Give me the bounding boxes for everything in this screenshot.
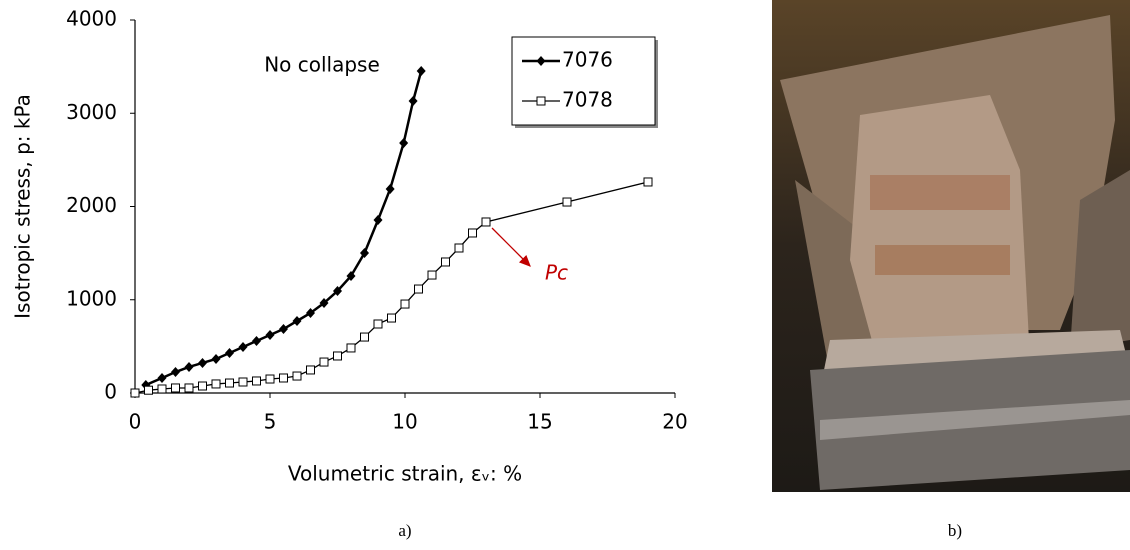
data-point xyxy=(280,374,288,382)
data-point xyxy=(131,389,139,397)
data-point xyxy=(225,348,234,358)
data-point xyxy=(482,218,490,226)
photo xyxy=(772,0,1130,492)
data-point xyxy=(293,372,301,380)
data-point xyxy=(293,316,302,326)
data-point xyxy=(279,324,288,334)
x-tick-label: 20 xyxy=(662,410,687,434)
data-point xyxy=(388,314,396,322)
data-point xyxy=(417,66,426,76)
data-point xyxy=(307,366,315,374)
data-point xyxy=(374,320,382,328)
data-point xyxy=(428,271,436,279)
data-point xyxy=(172,384,180,392)
x-tick-label: 15 xyxy=(527,410,552,434)
data-point xyxy=(171,367,180,377)
y-tick-label: 0 xyxy=(104,380,117,404)
page: a) b) 0 1000 2000 3000 4000 0 5 10 15 20 Volumetri… xyxy=(0,0,1130,550)
data-point xyxy=(252,336,261,346)
data-point xyxy=(185,384,193,392)
data-point xyxy=(253,377,261,385)
data-point xyxy=(401,300,409,308)
series-line xyxy=(146,71,421,385)
x-tick-label: 10 xyxy=(392,410,417,434)
data-point xyxy=(212,380,220,388)
legend-label: 7076 xyxy=(562,48,613,72)
data-point xyxy=(374,215,383,225)
data-point xyxy=(334,352,342,360)
data-point xyxy=(266,330,275,340)
x-tick-label: 0 xyxy=(129,410,142,434)
y-tick-label: 3000 xyxy=(66,100,117,124)
data-point xyxy=(239,378,247,386)
data-point xyxy=(409,96,418,106)
data-point xyxy=(386,184,395,194)
annotation: Pc xyxy=(545,261,568,285)
data-point xyxy=(226,379,234,387)
legend-label: 7078 xyxy=(562,88,613,112)
data-point xyxy=(455,244,463,252)
data-point xyxy=(198,358,207,368)
data-point xyxy=(239,342,248,352)
annotation: No collapse xyxy=(264,53,380,77)
y-tick-label: 4000 xyxy=(66,7,117,31)
data-point xyxy=(320,358,328,366)
x-axis-label: Volumetric strain, εᵥ: % xyxy=(288,462,522,486)
x-tick-label: 5 xyxy=(264,410,277,434)
legend-marker xyxy=(537,97,545,105)
annotation-arrow xyxy=(492,228,530,266)
figure: a) b) 0 1000 2000 3000 4000 0 5 10 15 20 Volumetri… xyxy=(0,0,1130,550)
data-point xyxy=(266,375,274,383)
data-point xyxy=(185,362,194,372)
data-point xyxy=(145,386,153,394)
y-tick-label: 1000 xyxy=(66,286,117,310)
data-point xyxy=(442,258,450,266)
data-point xyxy=(399,138,408,148)
data-point xyxy=(644,178,652,186)
data-point xyxy=(469,229,477,237)
data-point xyxy=(361,333,369,341)
data-point xyxy=(212,354,221,364)
caption: b) xyxy=(948,521,962,540)
data-point xyxy=(563,198,571,206)
y-axis-label: Isotropic stress, p: kPa xyxy=(11,94,35,319)
data-point xyxy=(158,373,167,383)
y-tick-label: 2000 xyxy=(66,193,117,217)
data-point xyxy=(199,382,207,390)
caption: a) xyxy=(398,521,411,540)
data-point xyxy=(415,285,423,293)
data-point xyxy=(347,344,355,352)
data-point xyxy=(158,385,166,393)
